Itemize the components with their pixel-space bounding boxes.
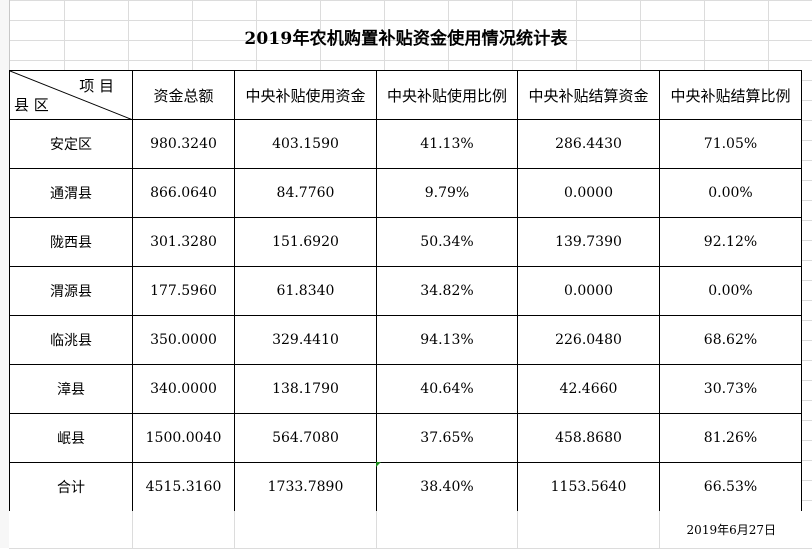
total-cell[interactable]: 177.5960 xyxy=(132,266,235,316)
table-row: 临洮县 350.0000 329.4410 94.13% 226.0480 68.62% xyxy=(9,315,802,365)
settled-cell[interactable]: 1153.5640 xyxy=(517,462,660,512)
table-row: 安定区 980.3240 403.1590 41.13% 286.4430 71.05% xyxy=(9,119,802,169)
county-cell[interactable]: 安定区 xyxy=(9,119,133,169)
settled-ratio-cell[interactable]: 81.26% xyxy=(659,413,802,463)
header-settled[interactable]: 中央补贴结算资金 xyxy=(517,70,660,120)
total-cell[interactable]: 4515.3160 xyxy=(132,462,235,512)
total-cell[interactable]: 1500.0040 xyxy=(132,413,235,463)
header-row: 项 目 县 区 资金总额 中央补贴使用资金 中央补贴使用比例 中央补贴结算资金 … xyxy=(9,70,802,120)
grid-line xyxy=(234,511,235,548)
county-cell[interactable]: 合计 xyxy=(9,462,133,512)
used-cell[interactable]: 151.6920 xyxy=(234,217,377,267)
used-ratio-cell[interactable]: 41.13% xyxy=(376,119,518,169)
table-row: 通渭县 866.0640 84.7760 9.79% 0.0000 0.00% xyxy=(9,168,802,218)
settled-ratio-cell[interactable]: 0.00% xyxy=(659,266,802,316)
header-used[interactable]: 中央补贴使用资金 xyxy=(234,70,377,120)
settled-cell[interactable]: 139.7390 xyxy=(517,217,660,267)
used-ratio-cell[interactable]: 37.65% xyxy=(376,413,518,463)
total-cell[interactable]: 350.0000 xyxy=(132,315,235,365)
settled-cell[interactable]: 0.0000 xyxy=(517,168,660,218)
settled-cell[interactable]: 286.4430 xyxy=(517,119,660,169)
grid-line xyxy=(659,511,660,548)
row-axis-label: 县 区 xyxy=(14,96,49,114)
used-cell[interactable]: 329.4410 xyxy=(234,315,377,365)
used-cell[interactable]: 403.1590 xyxy=(234,119,377,169)
used-cell[interactable]: 564.7080 xyxy=(234,413,377,463)
table-row: 陇西县 301.3280 151.6920 50.34% 139.7390 92.12% xyxy=(9,217,802,267)
county-cell[interactable]: 陇西县 xyxy=(9,217,133,267)
header-used-ratio[interactable]: 中央补贴使用比例 xyxy=(376,70,518,120)
settled-ratio-cell[interactable]: 68.62% xyxy=(659,315,802,365)
total-cell[interactable]: 340.0000 xyxy=(132,364,235,414)
county-cell[interactable]: 漳县 xyxy=(9,364,133,414)
report-date: 2019年6月27日 xyxy=(686,523,776,537)
used-ratio-cell[interactable]: 34.82% xyxy=(376,266,518,316)
subsidy-table: 项 目 县 区 资金总额 中央补贴使用资金 中央补贴使用比例 中央补贴结算资金 … xyxy=(9,70,802,512)
used-cell[interactable]: 138.1790 xyxy=(234,364,377,414)
used-ratio-cell[interactable]: 94.13% xyxy=(376,315,518,365)
total-cell[interactable]: 866.0640 xyxy=(132,168,235,218)
used-cell[interactable]: 84.7760 xyxy=(234,168,377,218)
grid-line xyxy=(376,511,377,548)
table-row: 漳县 340.0000 138.1790 40.64% 42.4660 30.73% xyxy=(9,364,802,414)
settled-ratio-cell[interactable]: 66.53% xyxy=(659,462,802,512)
footer-row: 2019年6月27日 xyxy=(9,511,812,549)
settled-cell[interactable]: 226.0480 xyxy=(517,315,660,365)
total-cell[interactable]: 301.3280 xyxy=(132,217,235,267)
page-title: 2019年农机购置补贴资金使用情况统计表 xyxy=(244,29,568,49)
grid-line xyxy=(517,511,518,548)
header-total[interactable]: 资金总额 xyxy=(132,70,235,120)
grid-line xyxy=(132,511,133,548)
column-axis-label: 项 目 xyxy=(79,77,114,95)
diagonal-divider xyxy=(10,71,131,119)
settled-ratio-cell[interactable]: 71.05% xyxy=(659,119,802,169)
comment-indicator xyxy=(376,462,381,467)
settled-ratio-cell[interactable]: 92.12% xyxy=(659,217,802,267)
county-cell[interactable]: 临洮县 xyxy=(9,315,133,365)
corner-header-cell[interactable]: 项 目 县 区 xyxy=(9,70,133,120)
header-settled-ratio[interactable]: 中央补贴结算比例 xyxy=(659,70,802,120)
county-cell[interactable]: 渭源县 xyxy=(9,266,133,316)
settled-ratio-cell[interactable]: 30.73% xyxy=(659,364,802,414)
county-cell[interactable]: 岷县 xyxy=(9,413,133,463)
settled-cell[interactable]: 458.8680 xyxy=(517,413,660,463)
used-cell[interactable]: 1733.7890 xyxy=(234,462,377,512)
used-ratio-cell[interactable]: 50.34% xyxy=(376,217,518,267)
settled-cell[interactable]: 42.4660 xyxy=(517,364,660,414)
table-row: 渭源县 177.5960 61.8340 34.82% 0.0000 0.00% xyxy=(9,266,802,316)
settled-ratio-cell[interactable]: 0.00% xyxy=(659,168,802,218)
total-cell[interactable]: 980.3240 xyxy=(132,119,235,169)
used-ratio-cell[interactable]: 9.79% xyxy=(376,168,518,218)
county-cell[interactable]: 通渭县 xyxy=(9,168,133,218)
used-ratio-cell[interactable]: 38.40% xyxy=(376,462,518,512)
used-cell[interactable]: 61.8340 xyxy=(234,266,377,316)
used-ratio-cell[interactable]: 40.64% xyxy=(376,364,518,414)
table-row: 岷县 1500.0040 564.7080 37.65% 458.8680 81.26% xyxy=(9,413,802,463)
settled-cell[interactable]: 0.0000 xyxy=(517,266,660,316)
table-row: 合计 4515.3160 1733.7890 38.40% 1153.5640 66.53… xyxy=(9,462,802,512)
